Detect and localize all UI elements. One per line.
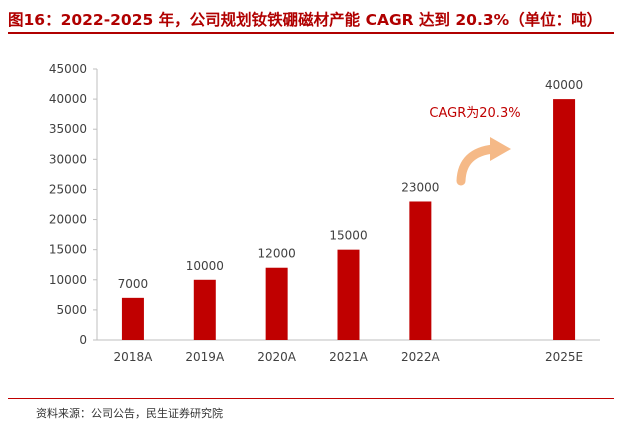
bar-data-label: 23000 [401, 180, 439, 194]
bar-data-label: 40000 [545, 78, 583, 92]
source-note: 资料来源：公司公告，民生证券研究院 [36, 407, 223, 420]
bar [337, 249, 360, 340]
bar-data-label: 12000 [258, 247, 296, 261]
bar [121, 297, 144, 340]
y-tick-label: 40000 [49, 92, 87, 106]
y-tick-label: 45000 [49, 62, 87, 76]
chart-title-bar: 图16：2022-2025 年，公司规划钕铁硼磁材产能 CAGR 达到 20.3… [8, 6, 614, 34]
y-tick-label: 30000 [49, 152, 87, 166]
bar [409, 201, 432, 340]
x-tick-label: 2025E [545, 350, 583, 364]
source-divider [8, 398, 614, 399]
y-tick-label: 5000 [56, 303, 87, 317]
y-tick-label: 10000 [49, 273, 87, 287]
x-tick-label: 2018A [114, 350, 154, 364]
y-tick-label: 15000 [49, 243, 87, 257]
x-tick-label: 2022A [401, 350, 441, 364]
bar [193, 279, 216, 340]
y-tick-label: 35000 [49, 122, 87, 136]
cagr-annotation: CAGR为20.3% [429, 106, 520, 121]
bar-data-label: 7000 [118, 277, 149, 291]
chart-title: 图16：2022-2025 年，公司规划钕铁硼磁材产能 CAGR 达到 20.3… [8, 11, 603, 29]
y-tick-label: 0 [79, 333, 87, 347]
growth-arrow-shaft [456, 144, 499, 186]
x-tick-label: 2021A [329, 350, 369, 364]
y-tick-label: 25000 [49, 182, 87, 196]
x-tick-label: 2020A [257, 350, 297, 364]
bar-data-label: 15000 [329, 229, 367, 243]
bar-data-label: 10000 [186, 259, 224, 273]
bar [553, 99, 576, 340]
x-tick-label: 2019A [185, 350, 225, 364]
y-tick-label: 20000 [49, 213, 87, 227]
growth-arrow-head [490, 137, 511, 161]
bar [265, 267, 288, 340]
